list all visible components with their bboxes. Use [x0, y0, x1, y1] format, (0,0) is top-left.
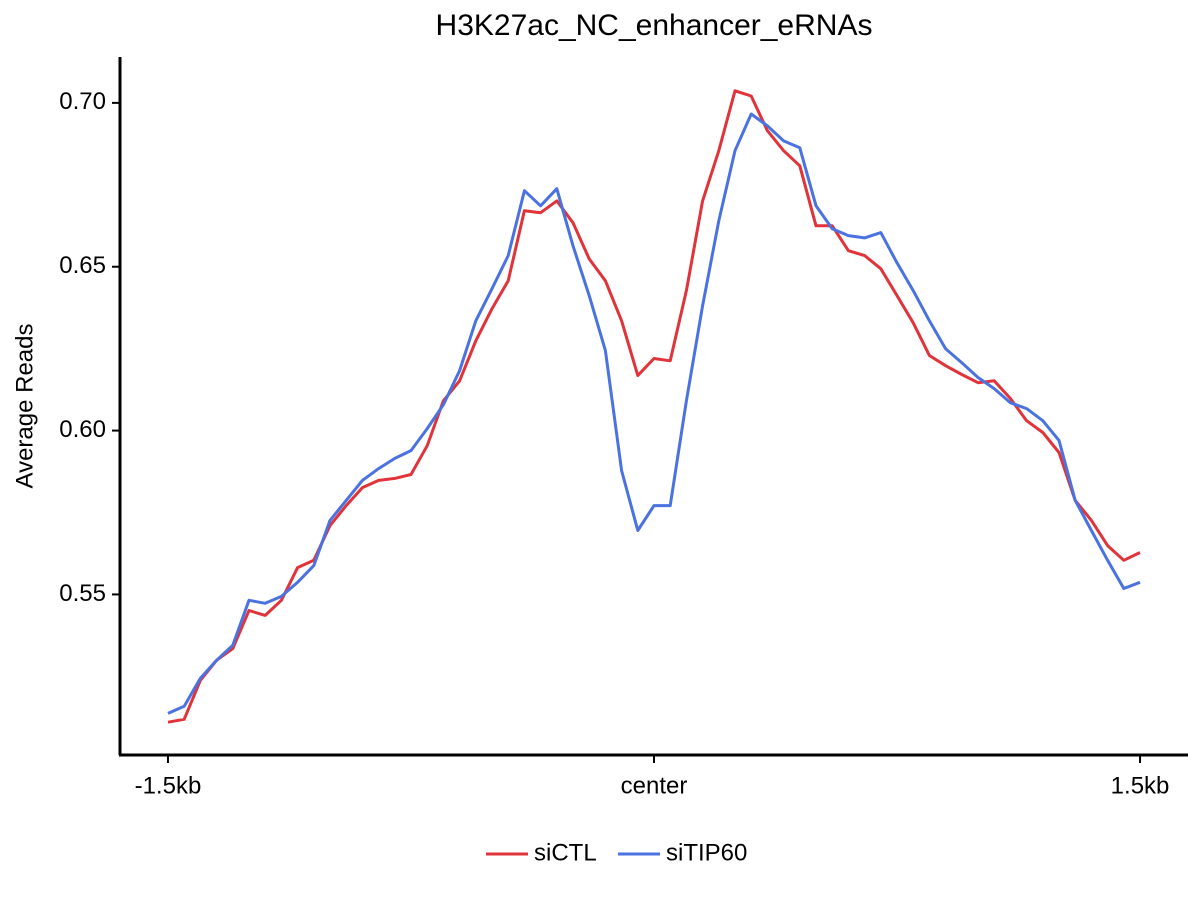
y-tick-label: 0.55 — [59, 580, 106, 607]
y-tick-label: 0.70 — [59, 88, 106, 115]
y-axis-label: Average Reads — [11, 324, 38, 489]
y-tick-label: 0.60 — [59, 416, 106, 443]
series-line — [167, 112, 1141, 715]
x-tick-label: -1.5kb — [135, 772, 202, 799]
legend-label: siTIP60 — [666, 839, 747, 866]
y-tick-label: 0.65 — [59, 252, 106, 279]
chart-title: H3K27ac_NC_enhancer_eRNAs — [436, 9, 873, 42]
x-tick-label: center — [621, 772, 688, 799]
series-line — [167, 89, 1141, 724]
x-tick-label: 1.5kb — [1111, 772, 1170, 799]
legend-label: siCTL — [534, 839, 597, 866]
